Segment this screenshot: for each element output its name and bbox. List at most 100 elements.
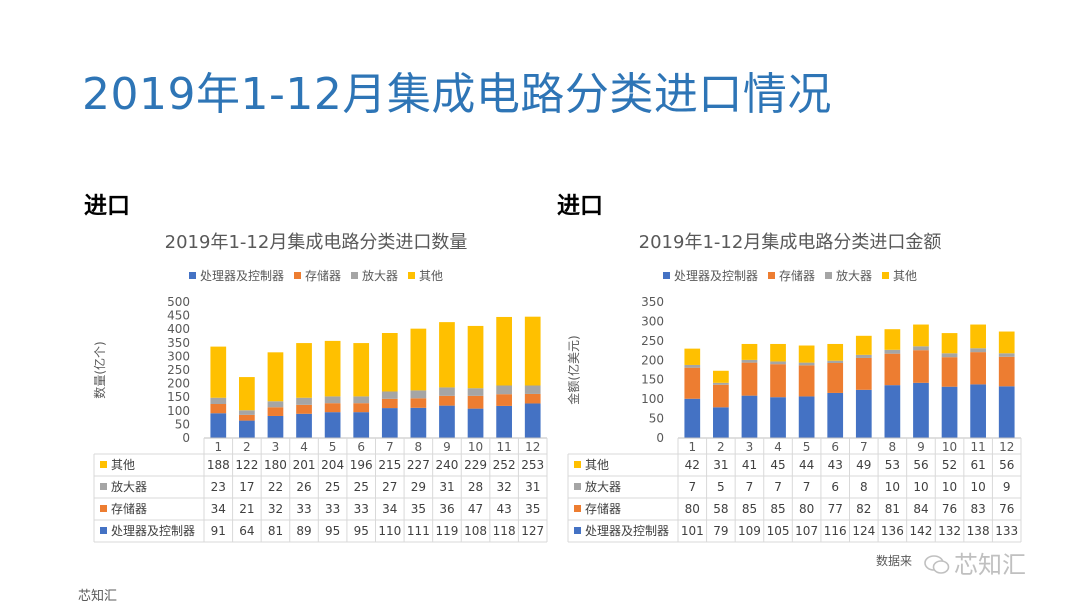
legend-item: 存储器 (767, 267, 815, 284)
watermark: 芯知汇 (924, 545, 1026, 580)
table-legend-key (574, 527, 581, 534)
bar-segment (324, 396, 341, 404)
data-value: 29 (411, 480, 426, 494)
bar-segment (439, 405, 455, 438)
y-tick-label: 350 (167, 336, 190, 350)
data-value: 33 (354, 502, 369, 516)
legend-swatch (882, 272, 890, 279)
data-value: 116 (824, 524, 847, 538)
section-heading-right: 进口 (557, 193, 603, 219)
data-value: 47 (468, 502, 483, 516)
x-tick-label: 6 (831, 440, 839, 454)
bar-segment (913, 350, 929, 383)
table-legend-key (100, 461, 107, 468)
legend-swatch (767, 272, 775, 279)
legend-swatch (188, 272, 196, 279)
bar-segment (855, 335, 872, 355)
bar-segment (713, 382, 729, 385)
data-value: 34 (211, 502, 226, 516)
y-tick-label: 250 (167, 363, 190, 377)
bar-segment (770, 361, 786, 365)
x-tick-label: 10 (942, 440, 957, 454)
quantity-chart: 2019年1-12月集成电路分类进口数量 处理器及控制器 存储器 放大器 其他 0 50… (82, 228, 550, 548)
bar-segment (684, 367, 701, 399)
data-value: 95 (325, 524, 340, 538)
bar-segment (439, 395, 455, 406)
x-tick-label: 9 (443, 440, 451, 454)
data-value: 188 (207, 458, 230, 472)
data-value: 49 (856, 458, 871, 472)
data-value: 138 (967, 524, 990, 538)
legend-label: 放大器 (362, 269, 399, 283)
bar-segment (324, 403, 341, 413)
bar-segment (496, 405, 512, 438)
bar-segment (467, 408, 484, 438)
bar-segment (496, 394, 512, 406)
data-value: 32 (496, 480, 511, 494)
data-value: 111 (407, 524, 430, 538)
legend-label: 其他 (893, 269, 918, 283)
bar-segment (296, 404, 312, 414)
bar-segment (970, 352, 986, 385)
data-value: 215 (378, 458, 401, 472)
bar-segment (827, 392, 844, 438)
data-value: 240 (436, 458, 459, 472)
x-tick-label: 2 (243, 440, 251, 454)
data-value: 8 (860, 480, 868, 494)
data-value: 81 (885, 502, 900, 516)
data-value: 95 (354, 524, 369, 538)
data-value: 101 (681, 524, 704, 538)
legend-item: 存储器 (293, 267, 341, 284)
y-tick-label: 300 (641, 314, 664, 328)
y-tick-label: 0 (182, 431, 190, 445)
data-value: 26 (296, 480, 311, 494)
x-tick-label: 8 (889, 440, 897, 454)
bar-segment (524, 385, 541, 394)
amount-chart: 2019年1-12月集成电路分类进口金额 处理器及控制器 存储器 放大器 其他 0 50… (556, 228, 1024, 548)
x-tick-label: 8 (415, 440, 423, 454)
bar-segment (941, 386, 958, 438)
data-value: 110 (378, 524, 401, 538)
y-tick-label: 350 (641, 295, 664, 309)
legend-label: 其他 (419, 269, 444, 283)
data-value: 21 (239, 502, 254, 516)
table-legend-key (100, 483, 107, 490)
bar-segment (970, 384, 986, 438)
data-value: 33 (296, 502, 311, 516)
bar-segment (467, 395, 484, 409)
table-legend-key (574, 461, 581, 468)
bar-segment (884, 349, 901, 354)
source-note: 数据来 (876, 554, 913, 568)
bar-segment (524, 393, 541, 404)
bar-segment (410, 407, 427, 438)
data-value: 109 (738, 524, 761, 538)
y-tick-label: 200 (641, 353, 664, 367)
bar-segment (381, 333, 398, 392)
data-value: 9 (1003, 480, 1011, 494)
x-tick-label: 1 (688, 440, 696, 454)
table-row-label: 处理器及控制器 (585, 524, 669, 538)
legend-label: 存储器 (778, 269, 815, 283)
data-value: 80 (685, 502, 700, 516)
legend-swatch (293, 272, 301, 279)
data-value: 42 (685, 458, 700, 472)
bar-segment (798, 365, 815, 397)
table-legend-key (100, 505, 107, 512)
y-tick-label: 50 (649, 412, 664, 426)
bar-segment (855, 354, 872, 358)
bar-segment (684, 364, 701, 368)
bar-segment (353, 396, 370, 404)
table-legend-key (100, 527, 107, 534)
data-value: 33 (325, 502, 340, 516)
data-value: 35 (411, 502, 426, 516)
data-value: 43 (828, 458, 843, 472)
y-tick-label: 500 (167, 295, 190, 309)
wechat-icon (924, 555, 950, 574)
bar-segment (684, 348, 701, 365)
data-value: 31 (439, 480, 454, 494)
section-heading-left: 进口 (84, 193, 130, 219)
bar-segment (210, 404, 227, 414)
legend-swatch (662, 272, 670, 279)
bar-segment (267, 415, 284, 438)
legend-swatch (408, 272, 416, 279)
